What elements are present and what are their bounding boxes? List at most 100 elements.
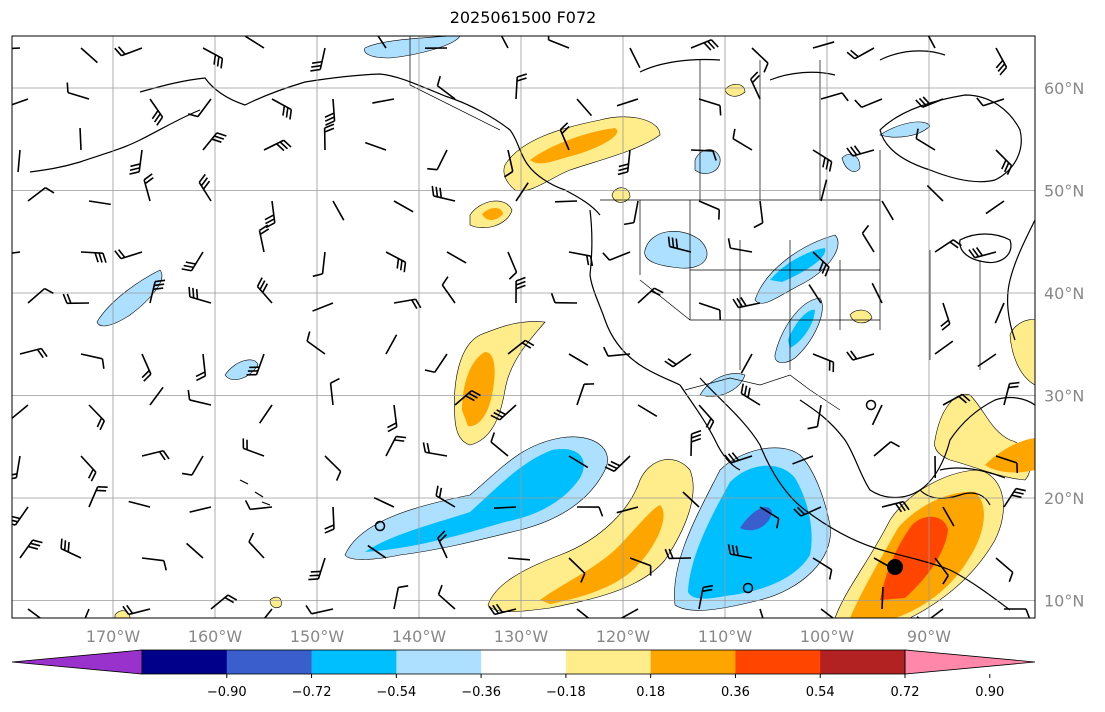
us-west-coast — [589, 209, 681, 386]
wind-barb — [372, 98, 395, 104]
wind-barb — [437, 584, 456, 610]
wind-barb — [547, 36, 570, 49]
colorbar-tick-label: 0.36 — [721, 685, 750, 700]
wind-barb — [568, 455, 589, 469]
wind-barb — [385, 435, 407, 457]
wind-barb — [934, 239, 962, 253]
wind-barb — [732, 297, 761, 309]
wind-barb — [62, 293, 90, 305]
wind-barb — [629, 47, 641, 69]
wind-barb — [604, 455, 631, 473]
wind-barb — [17, 149, 21, 172]
wind-barb — [256, 277, 273, 304]
wind-barb — [12, 251, 21, 254]
neg-anomaly-rockies-core — [770, 248, 826, 282]
neg-anomaly-hawaii-mid — [224, 359, 259, 380]
wind-barb — [188, 98, 212, 118]
wind-barb — [195, 353, 207, 382]
wind-barb — [324, 98, 336, 126]
wind-barb — [431, 185, 456, 202]
wind-barb — [19, 347, 48, 359]
lat-tick-label: 40°N — [1044, 284, 1084, 303]
wind-barb — [198, 173, 212, 202]
wind-barb — [515, 73, 528, 100]
wind-barb — [441, 276, 456, 304]
canada-provinces — [699, 60, 881, 200]
wind-barb — [629, 557, 652, 576]
wind-barb — [27, 287, 54, 304]
wind-barb — [210, 594, 238, 610]
pos-anomaly-ep-south — [487, 459, 694, 612]
wind-barb — [493, 506, 517, 509]
wind-barb — [740, 353, 753, 374]
colorbar-segment — [565, 650, 652, 674]
wind-barb — [995, 557, 1014, 582]
pos-anomaly-canada-west — [611, 187, 631, 203]
colorbar-tick-label: −0.72 — [292, 685, 332, 700]
wind-barb — [373, 496, 395, 508]
wind-barb — [393, 584, 409, 610]
wind-barb — [568, 251, 594, 267]
wind-barb — [88, 404, 106, 431]
wind-barb — [507, 251, 518, 280]
wind-barb — [753, 200, 764, 229]
wind-barb — [149, 279, 166, 304]
wind-barb — [1003, 608, 1031, 618]
wind-barb — [667, 236, 692, 253]
wind-barb — [80, 455, 97, 482]
pos-anomaly-yukon — [724, 83, 746, 97]
wind-barb — [503, 149, 514, 178]
wind-barb — [507, 557, 530, 561]
wind-barb — [393, 298, 422, 309]
us-mexico-border — [684, 374, 841, 411]
wind-barb — [690, 149, 717, 161]
wind-barb — [188, 286, 212, 304]
wind-barb — [812, 557, 833, 580]
alaska-canada-border — [409, 36, 501, 131]
storm-center-marker — [887, 559, 903, 575]
wind-barb — [881, 500, 910, 513]
wind-barb — [616, 98, 639, 107]
wind-barb — [202, 47, 224, 69]
wind-barb — [807, 404, 822, 430]
wind-barb — [576, 608, 590, 618]
wind-barb — [732, 128, 753, 151]
wind-barb — [698, 302, 722, 321]
wind-barb — [690, 39, 719, 51]
colorbar-tick-label: −0.54 — [376, 685, 416, 700]
wind-barb — [751, 47, 769, 73]
neg-anomaly-mexico-offshore-core — [688, 465, 812, 599]
wind-barb — [377, 36, 387, 49]
pos-anomaly-pacific-nw-core — [530, 128, 618, 164]
colorbar-segment — [820, 650, 906, 674]
wind-barb — [854, 98, 883, 109]
wind-barb — [246, 353, 265, 376]
wind-barb — [927, 36, 936, 49]
wind-barb — [616, 506, 639, 514]
political-borders — [409, 36, 981, 411]
wind-barb — [846, 145, 875, 157]
wind-barb — [332, 200, 345, 221]
pos-anomaly-tropic-west — [269, 596, 282, 609]
lon-tick-label: 170°W — [86, 627, 141, 646]
lon-tick-label: 160°W — [188, 627, 243, 646]
wind-barb — [750, 71, 761, 100]
colorbar-tick-label: −0.18 — [546, 685, 586, 700]
wind-barb — [812, 251, 830, 277]
colorbar-segment — [735, 650, 821, 674]
lon-tick-label: 120°W — [596, 627, 651, 646]
wind-barb — [759, 506, 780, 529]
lon-tick-label: 100°W — [800, 627, 855, 646]
wind-barb — [189, 506, 212, 513]
colorbar-extend-low — [11, 649, 143, 675]
wind-barb — [820, 179, 828, 202]
wind-barb — [682, 491, 700, 508]
wind-barb — [942, 393, 971, 406]
wind-barb — [664, 353, 692, 368]
colorbar-segment — [226, 650, 313, 674]
wind-barb — [759, 608, 764, 618]
wind-barb — [324, 506, 335, 534]
pos-anomaly-offshore-ca-core — [462, 352, 495, 427]
great-lakes — [959, 233, 1012, 264]
wind-barb — [915, 96, 944, 108]
